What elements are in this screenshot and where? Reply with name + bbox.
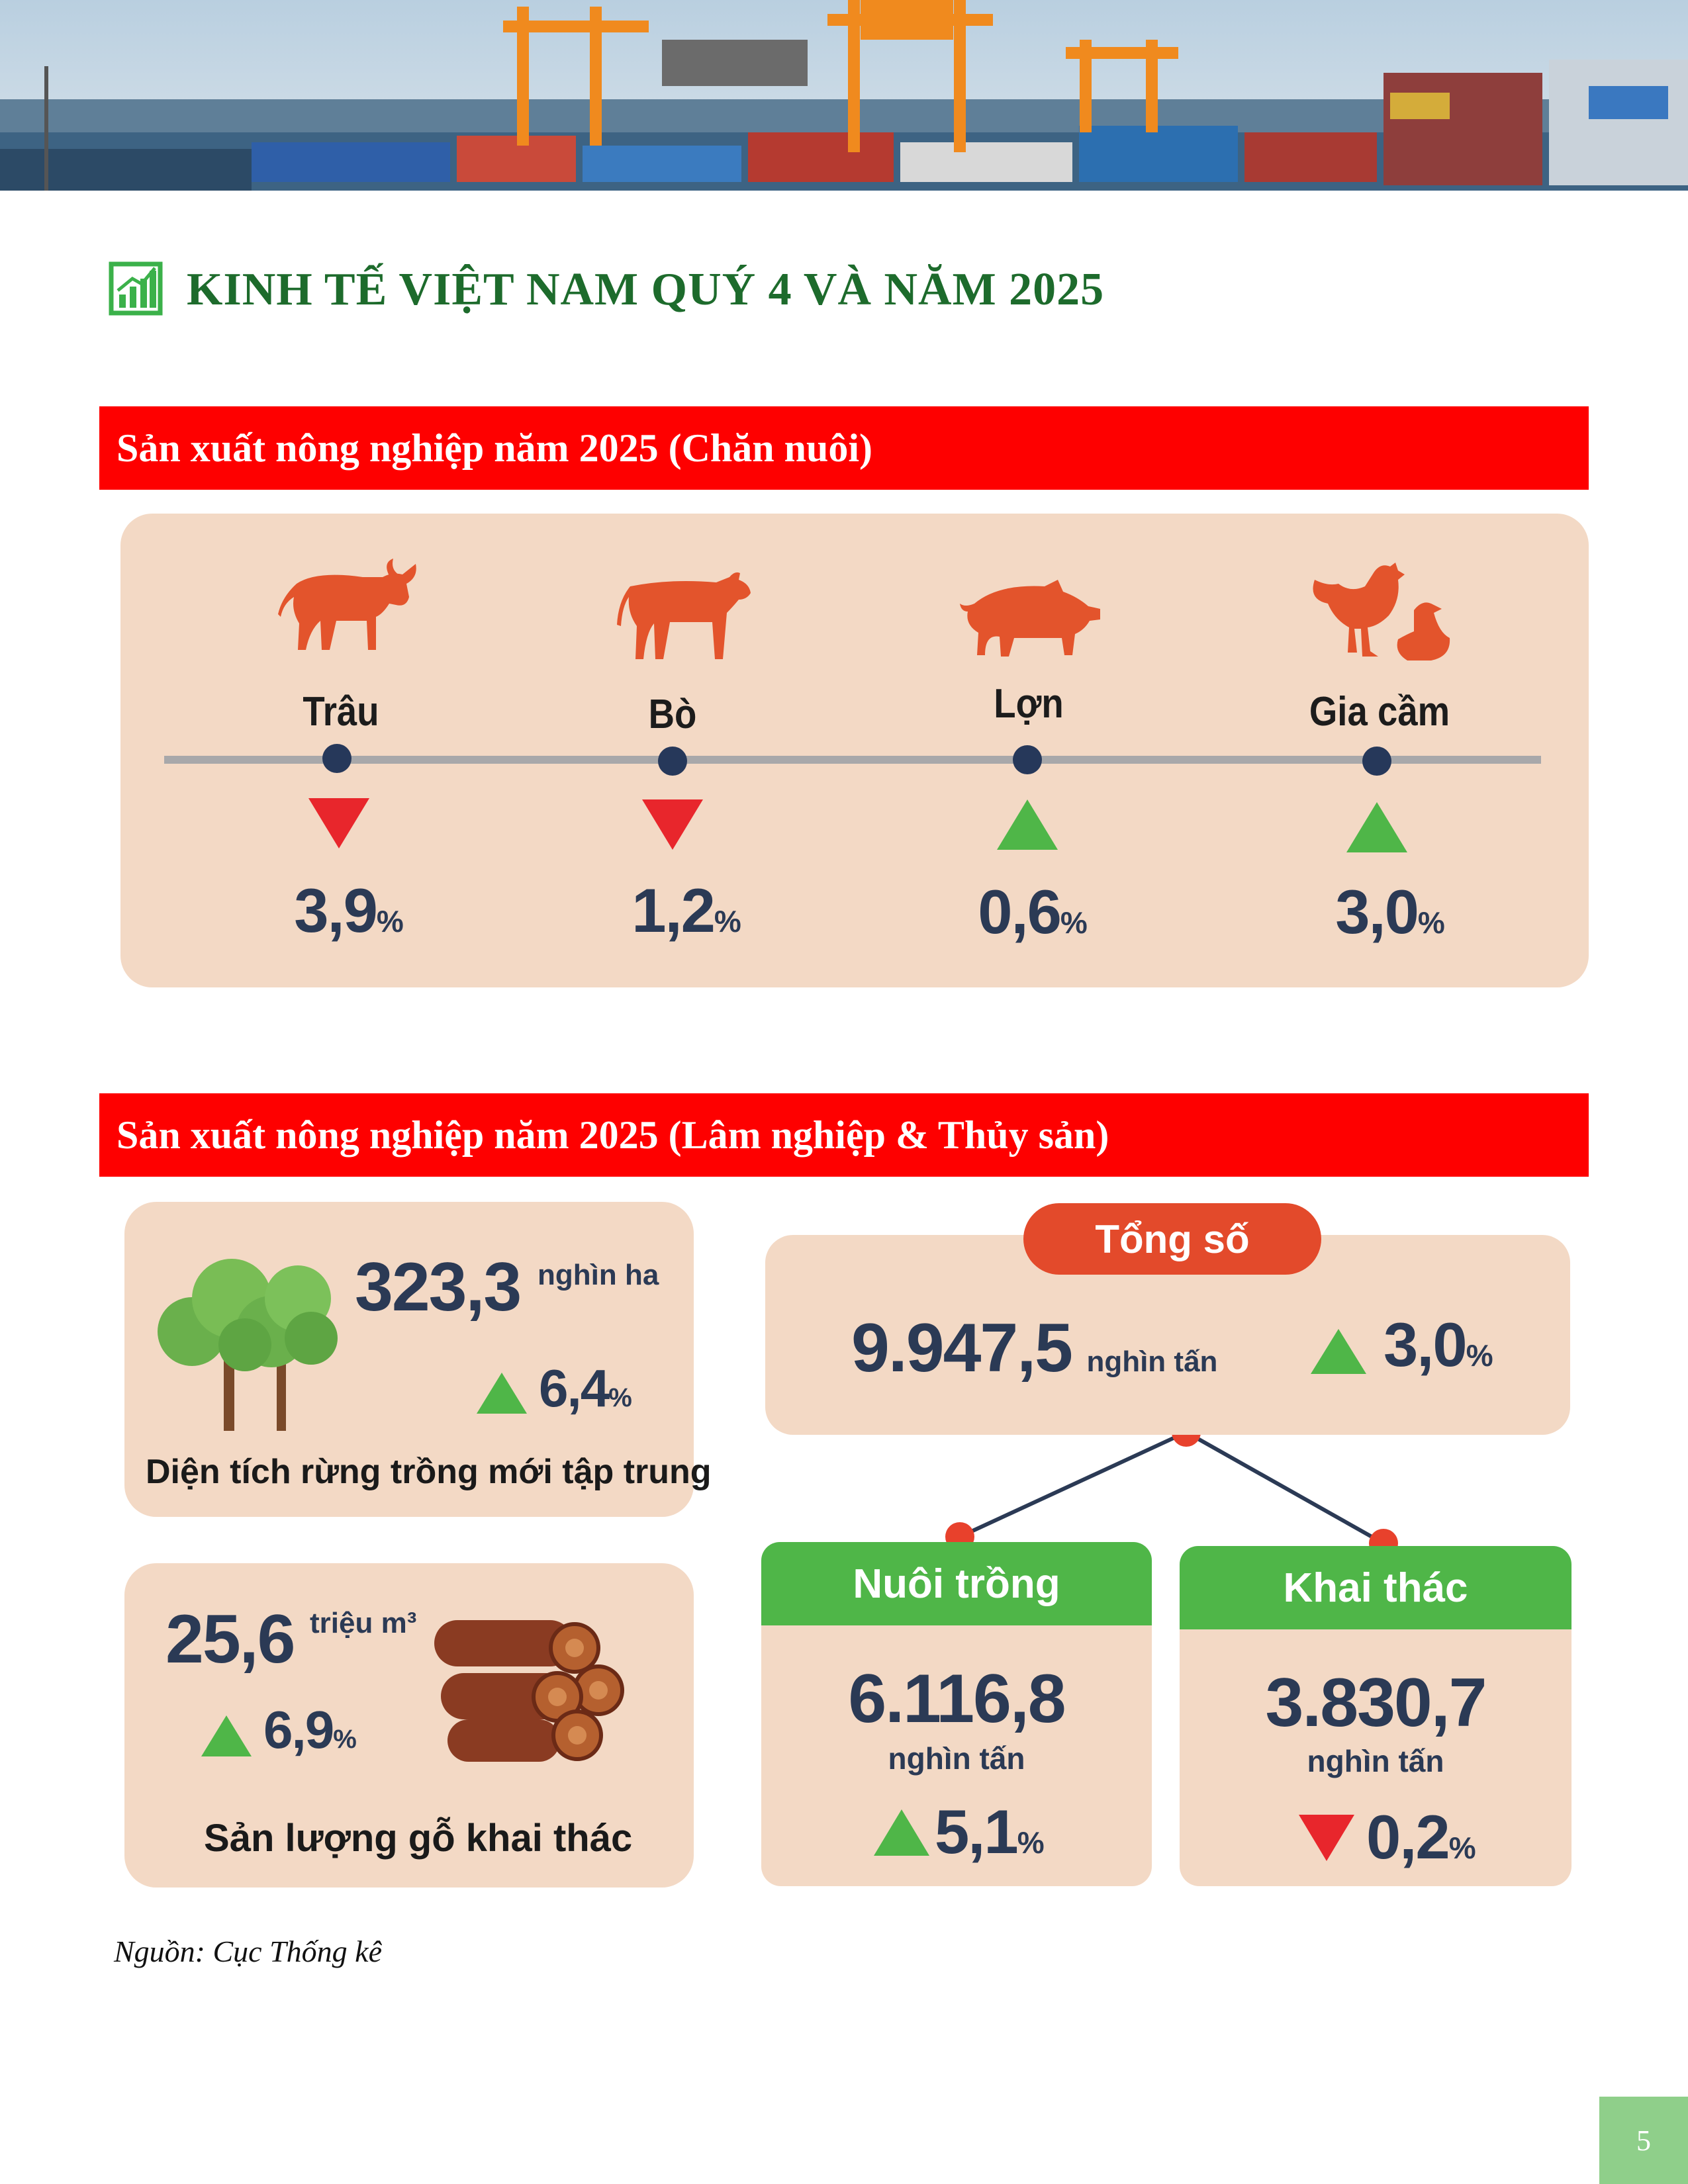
up-triangle-icon <box>1346 802 1407 852</box>
livestock-label-lon: Lợn <box>994 681 1064 727</box>
aquaculture-change: 5,1% <box>935 1797 1045 1866</box>
capture-fishery-unit: nghìn tấn <box>1307 1744 1444 1778</box>
up-triangle-icon <box>874 1809 929 1856</box>
capture-fishery-card: Khai thác 3.830,7 nghìn tấn 0,2% <box>1180 1546 1571 1886</box>
livestock-label-trau: Trâu <box>303 689 379 735</box>
up-triangle-icon <box>1311 1329 1366 1374</box>
livestock-value-trau: 3,9% <box>294 876 404 945</box>
buffalo-icon <box>277 557 422 660</box>
section-heading-forestry-fishery: Sản xuất nông nghiệp năm 2025 (Lâm nghiệ… <box>99 1093 1589 1177</box>
capture-fishery-change: 0,2% <box>1366 1802 1476 1872</box>
page-number: 5 <box>1599 2097 1688 2184</box>
aquaculture-unit: nghìn tấn <box>888 1741 1025 1776</box>
timber-output-value: 25,6 <box>165 1601 295 1678</box>
livestock-panel: Trâu Bò Lợn Gia cầm 3,9% 1,2% 0,6% 3,0% <box>120 514 1589 987</box>
tree-icon <box>146 1246 338 1441</box>
aquaculture-card: Nuôi trồng 6.116,8 nghìn tấn 5,1% <box>761 1542 1152 1886</box>
cow-icon <box>617 567 756 669</box>
timber-output-caption: Sản lượng gỗ khai thác <box>204 1817 633 1860</box>
header-banner-image <box>0 0 1688 191</box>
up-triangle-icon <box>997 799 1058 850</box>
timber-output-change: 6,9% <box>263 1700 357 1759</box>
forest-area-unit: nghìn ha <box>538 1259 659 1291</box>
down-triangle-icon <box>1299 1815 1354 1861</box>
down-triangle-icon <box>308 798 369 848</box>
timber-output-card: 25,6 triệu m³ 6,9% Sản lượng gỗ khai thá… <box>124 1563 694 1888</box>
livestock-value-lon: 0,6% <box>978 877 1088 946</box>
pig-icon <box>959 577 1104 666</box>
up-triangle-icon <box>201 1715 252 1756</box>
source-note: Nguồn: Cục Thống kê <box>114 1934 383 1968</box>
livestock-value-bo: 1,2% <box>632 876 741 945</box>
page-title: KINH TẾ VIỆT NAM QUÝ 4 VÀ NĂM 2025 <box>187 264 1105 315</box>
livestock-label-gia-cam: Gia cầm <box>1309 689 1450 735</box>
livestock-value-gia-cam: 3,0% <box>1335 877 1445 946</box>
livestock-label-bo: Bò <box>648 692 697 737</box>
aquaculture-label: Nuôi trồng <box>761 1542 1152 1625</box>
section-heading-livestock: Sản xuất nông nghiệp năm 2025 (Chăn nuôi… <box>99 406 1589 490</box>
timber-output-unit: triệu m³ <box>310 1607 417 1639</box>
fishery-total-label: Tổng số <box>1023 1203 1321 1275</box>
page-title-row: KINH TẾ VIỆT NAM QUÝ 4 VÀ NĂM 2025 <box>109 257 1104 323</box>
fishery-total-value: 9.947,5 nghìn tấn <box>851 1310 1218 1387</box>
livestock-timeline <box>164 744 1541 776</box>
down-triangle-icon <box>642 799 703 850</box>
bar-chart-icon <box>109 261 163 319</box>
capture-fishery-value: 3.830,7 <box>1265 1664 1487 1741</box>
fishery-total-change: 3,0% <box>1383 1310 1493 1379</box>
capture-fishery-label: Khai thác <box>1180 1546 1571 1629</box>
up-triangle-icon <box>477 1373 527 1414</box>
log-pile-icon <box>421 1600 633 1776</box>
aquaculture-value: 6.116,8 <box>848 1661 1066 1737</box>
forest-area-card: 323,3 nghìn ha 6,4% Diện tích rừng trồng… <box>124 1202 712 1517</box>
poultry-icon <box>1301 560 1460 669</box>
forest-area-change: 6,4% <box>539 1359 632 1418</box>
forest-area-value: 323,3 <box>355 1249 522 1326</box>
forest-area-caption: Diện tích rừng trồng mới tập trung <box>146 1453 712 1491</box>
